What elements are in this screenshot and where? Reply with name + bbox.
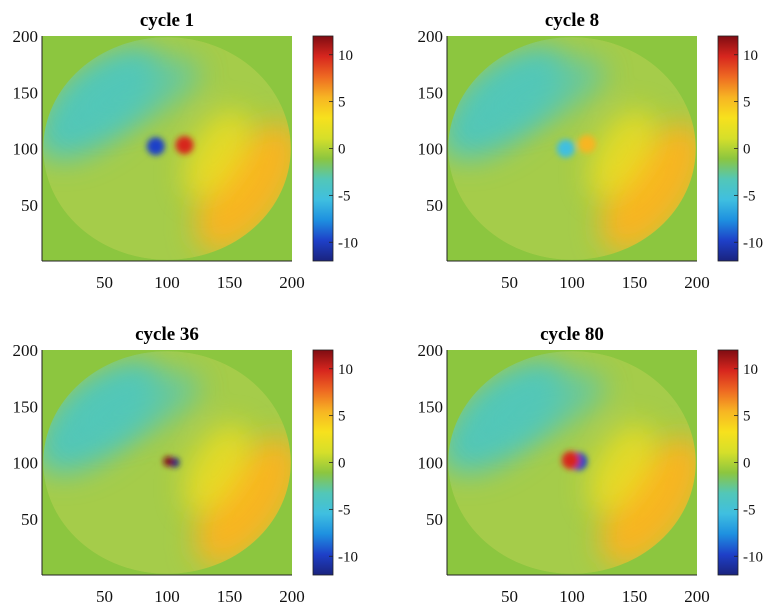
colorbar-tick-label: 10 bbox=[743, 362, 758, 378]
feature-yellow-lobe bbox=[195, 122, 291, 253]
x-tick-label: 50 bbox=[501, 587, 518, 606]
feature-yellow-lobe bbox=[195, 436, 291, 567]
y-tick-label: 200 bbox=[13, 27, 39, 46]
y-tick-label: 200 bbox=[418, 27, 444, 46]
chart-title: cycle 8 bbox=[545, 10, 599, 31]
y-tick-label: 200 bbox=[418, 341, 444, 360]
colorbar-tick-label: -5 bbox=[743, 502, 756, 518]
feature-core-positive bbox=[561, 451, 580, 470]
y-tick-label: 150 bbox=[418, 397, 444, 416]
colorbar-tick-label: -10 bbox=[338, 549, 358, 565]
y-tick-label: 100 bbox=[13, 454, 39, 473]
y-tick-label: 150 bbox=[13, 397, 39, 416]
colorbar-tick-label: 0 bbox=[338, 142, 346, 158]
disk-field bbox=[43, 37, 291, 260]
y-tick-label: 50 bbox=[426, 196, 443, 215]
colorbar-tick-label: -5 bbox=[338, 502, 351, 518]
colorbar-tick-label: 5 bbox=[743, 409, 751, 425]
panel-3: cycle 36 50 100 150 200 50 100 150 200 10 5 0 -5 -10 bbox=[0, 314, 360, 606]
panel-4: cycle 80 50 100 150 200 50 100 150 200 10 5 0 -5 -10 bbox=[405, 314, 765, 606]
y-tick-label: 50 bbox=[21, 510, 38, 529]
x-tick-label: 150 bbox=[217, 273, 243, 292]
x-tick-label: 100 bbox=[559, 273, 585, 292]
colorbar-tick-label: 0 bbox=[743, 142, 751, 158]
colorbar-tick-label: 5 bbox=[338, 409, 346, 425]
x-tick-label: 50 bbox=[96, 273, 113, 292]
y-tick-label: 50 bbox=[21, 196, 38, 215]
disk-field bbox=[448, 37, 696, 260]
chart-title: cycle 36 bbox=[135, 324, 199, 345]
x-tick-label: 200 bbox=[684, 587, 710, 606]
panel-1: cycle 1 50 100 150 200 50 100 150 200 10 5 0 -5 -10 bbox=[0, 0, 360, 292]
chart-title: cycle 1 bbox=[140, 10, 194, 31]
x-tick-label: 200 bbox=[279, 587, 305, 606]
x-tick-label: 50 bbox=[96, 587, 113, 606]
x-tick-label: 150 bbox=[217, 587, 243, 606]
x-tick-label: 50 bbox=[501, 273, 518, 292]
y-tick-label: 100 bbox=[418, 140, 444, 159]
x-tick-label: 150 bbox=[622, 587, 648, 606]
x-tick-label: 100 bbox=[154, 587, 180, 606]
feature-core-positive bbox=[578, 135, 596, 153]
colorbar-tick-label: -10 bbox=[743, 235, 763, 251]
panel-2: cycle 8 50 100 150 200 50 100 150 200 10 5 0 -5 -10 bbox=[405, 0, 765, 292]
colorbar-tick-label: 5 bbox=[743, 95, 751, 111]
x-tick-label: 200 bbox=[684, 273, 710, 292]
colorbar-tick-label: -10 bbox=[338, 235, 358, 251]
feature-core-negative bbox=[146, 137, 165, 156]
feature-core-positive bbox=[175, 136, 194, 155]
colorbar-tick-label: -10 bbox=[743, 549, 763, 565]
colorbar-tick-label: 10 bbox=[743, 48, 758, 64]
disk-field bbox=[43, 351, 291, 574]
feature-core-positive bbox=[163, 456, 174, 467]
y-tick-label: 150 bbox=[418, 83, 444, 102]
disk-field bbox=[448, 351, 696, 574]
x-tick-label: 200 bbox=[279, 273, 305, 292]
colorbar-tick-label: 0 bbox=[743, 456, 751, 472]
colorbar-tick-label: 0 bbox=[338, 456, 346, 472]
y-tick-label: 50 bbox=[426, 510, 443, 529]
x-tick-label: 150 bbox=[622, 273, 648, 292]
y-tick-label: 100 bbox=[418, 454, 444, 473]
colorbar-tick-label: 5 bbox=[338, 95, 346, 111]
x-tick-label: 100 bbox=[559, 587, 585, 606]
y-tick-label: 200 bbox=[13, 341, 39, 360]
y-tick-label: 100 bbox=[13, 140, 39, 159]
colorbar-tick-label: 10 bbox=[338, 362, 353, 378]
x-tick-label: 100 bbox=[154, 273, 180, 292]
colorbar-tick-label: 10 bbox=[338, 48, 353, 64]
y-tick-label: 150 bbox=[13, 83, 39, 102]
feature-yellow-lobe bbox=[600, 436, 696, 567]
feature-yellow-lobe bbox=[600, 122, 696, 253]
chart-title: cycle 80 bbox=[540, 324, 604, 345]
colorbar-tick-label: -5 bbox=[338, 188, 351, 204]
feature-core-negative bbox=[556, 139, 575, 158]
colorbar-tick-label: -5 bbox=[743, 188, 756, 204]
